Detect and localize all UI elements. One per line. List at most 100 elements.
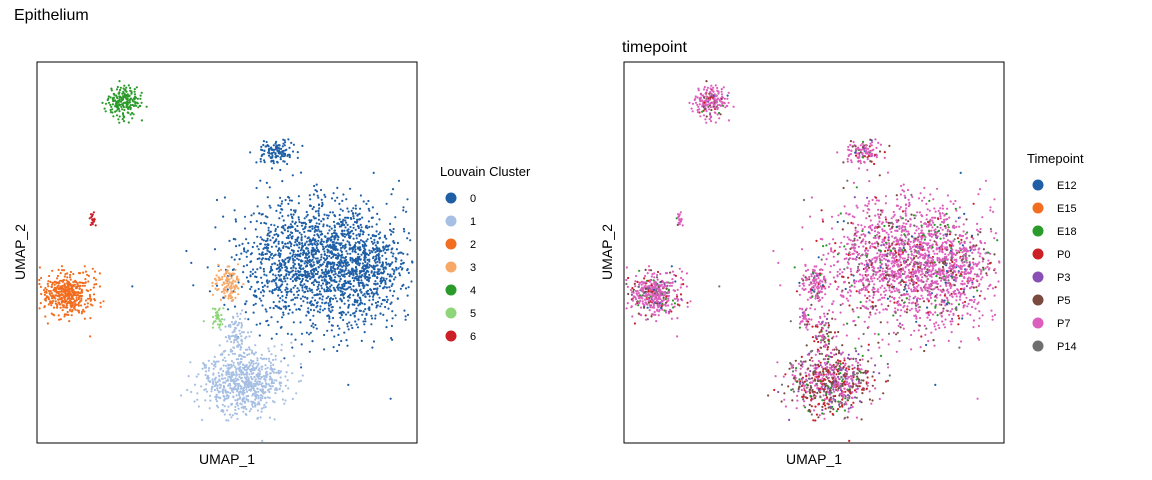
scatter-point xyxy=(204,373,207,377)
scatter-point xyxy=(63,284,66,287)
scatter-point xyxy=(291,298,295,301)
scatter-point xyxy=(883,296,886,299)
scatter-point xyxy=(263,284,266,287)
scatter-point xyxy=(872,296,875,299)
scatter-point xyxy=(61,294,64,297)
scatter-point xyxy=(332,244,336,248)
scatter-point xyxy=(57,268,60,271)
scatter-point xyxy=(864,204,867,207)
scatter-point xyxy=(247,385,250,388)
scatter-point xyxy=(284,280,287,283)
scatter-point xyxy=(371,234,374,237)
scatter-point xyxy=(304,226,307,229)
scatter-point xyxy=(251,365,254,368)
scatter-point xyxy=(290,141,293,144)
scatter-point xyxy=(856,239,859,242)
scatter-point xyxy=(326,232,329,235)
scatter-point xyxy=(234,218,237,221)
scatter-point xyxy=(344,243,347,246)
scatter-point xyxy=(920,294,923,297)
scatter-point xyxy=(290,341,293,344)
scatter-point xyxy=(358,234,361,238)
scatter-point xyxy=(847,276,850,279)
scatter-point xyxy=(241,331,244,334)
scatter-point xyxy=(212,364,216,367)
scatter-point xyxy=(262,294,265,297)
scatter-point xyxy=(365,275,368,279)
scatter-point xyxy=(217,360,220,363)
scatter-point xyxy=(314,217,317,220)
scatter-point xyxy=(855,234,858,237)
scatter-point xyxy=(896,289,900,292)
scatter-point xyxy=(317,287,320,290)
scatter-point xyxy=(337,288,340,291)
scatter-point xyxy=(329,299,332,302)
scatter-point xyxy=(328,315,331,318)
scatter-point xyxy=(242,372,245,375)
scatter-point xyxy=(297,289,301,292)
scatter-point xyxy=(795,290,799,293)
scatter-point xyxy=(327,237,330,240)
scatter-point xyxy=(356,214,359,217)
scatter-point xyxy=(323,279,326,282)
scatter-point xyxy=(357,304,360,307)
scatter-point xyxy=(328,245,331,248)
scatter-point xyxy=(333,279,336,282)
scatter-point xyxy=(287,364,290,367)
scatter-point xyxy=(384,266,387,269)
scatter-point xyxy=(902,327,905,330)
scatter-point xyxy=(249,368,252,371)
scatter-point xyxy=(333,270,336,273)
scatter-point xyxy=(320,253,323,256)
scatter-point xyxy=(858,236,861,239)
scatter-point xyxy=(248,335,251,338)
scatter-point xyxy=(278,266,281,269)
scatter-point xyxy=(227,405,230,408)
scatter-point xyxy=(406,268,409,271)
scatter-point xyxy=(235,394,238,397)
scatter-point xyxy=(77,298,80,301)
scatter-point xyxy=(917,232,921,235)
scatter-point xyxy=(937,209,940,212)
scatter-point xyxy=(234,284,237,287)
scatter-point xyxy=(262,140,265,143)
scatter-point xyxy=(904,287,907,290)
scatter-point xyxy=(892,261,895,264)
scatter-point xyxy=(345,250,348,253)
scatter-point xyxy=(307,256,310,259)
scatter-point xyxy=(57,281,60,284)
scatter-point xyxy=(265,247,268,250)
scatter-point xyxy=(220,313,223,317)
scatter-point xyxy=(272,144,275,147)
scatter-point xyxy=(234,296,237,299)
scatter-point xyxy=(903,310,907,313)
scatter-point xyxy=(305,264,308,267)
scatter-point xyxy=(402,227,405,231)
scatter-point xyxy=(303,291,306,294)
scatter-point xyxy=(958,295,962,298)
scatter-point xyxy=(867,231,870,234)
scatter-point xyxy=(858,289,861,292)
scatter-point xyxy=(354,207,357,210)
scatter-point xyxy=(951,317,954,320)
scatter-point xyxy=(889,300,892,303)
scatter-point xyxy=(240,342,243,345)
scatter-point xyxy=(252,382,255,385)
scatter-point xyxy=(211,322,215,325)
scatter-point xyxy=(238,375,241,378)
scatter-point xyxy=(44,287,47,290)
scatter-point xyxy=(375,257,378,260)
scatter-point xyxy=(187,375,190,378)
scatter-point xyxy=(342,282,345,285)
scatter-point xyxy=(304,235,307,238)
scatter-point xyxy=(305,274,308,277)
scatter-point xyxy=(834,318,837,321)
scatter-point xyxy=(311,225,314,228)
scatter-point xyxy=(388,228,392,231)
scatter-point xyxy=(309,198,312,201)
scatter-point xyxy=(895,194,898,197)
scatter-point xyxy=(341,222,344,225)
scatter-point xyxy=(316,257,319,260)
scatter-point xyxy=(274,274,277,277)
scatter-point xyxy=(858,292,861,295)
